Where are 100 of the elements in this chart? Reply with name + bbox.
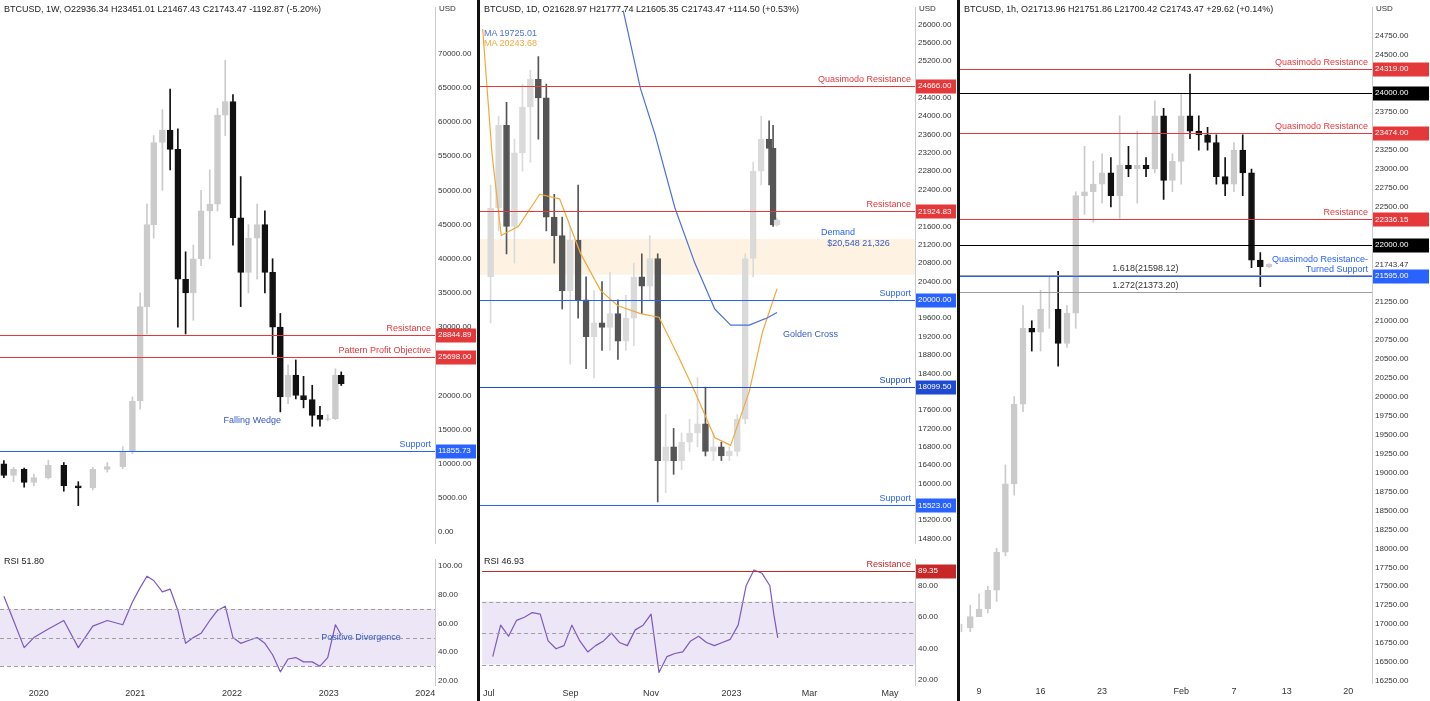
y-tick-label: 16750.00 — [1375, 638, 1409, 648]
y-tick-label: 35000.00 — [438, 288, 472, 298]
y-tick-label: 17250.00 — [1375, 600, 1409, 610]
y-tick-label: 18800.00 — [918, 350, 952, 360]
ref-line-label: Support — [879, 493, 912, 504]
y-tick-label: 40.00 — [918, 643, 939, 653]
x-tick-label: 20 — [1343, 685, 1354, 696]
candlestick — [253, 203, 261, 280]
annotation: Golden Cross — [783, 328, 839, 339]
x-tick-label: Mar — [801, 687, 818, 698]
y-tick-label: 19500.00 — [1375, 429, 1409, 439]
y-tick-label: 16500.00 — [1375, 657, 1409, 667]
y-tick-label: 21924.83 — [918, 206, 952, 216]
y-tick-label: 17200.00 — [918, 423, 952, 433]
ref-line-label: Quasimodo Resistance — [817, 74, 911, 85]
x-tick-label: 2024 — [415, 687, 436, 698]
y-tick-label: 30000.00 — [438, 322, 472, 332]
y-tick-label: 22800.00 — [918, 166, 952, 176]
chart-title: BTCUSD, 1D, O21628.97 H21777.74 L21605.35 C21743.47 +114.50 (+0.53%) — [484, 4, 800, 14]
y-tick-label: 24319.00 — [1375, 64, 1409, 74]
y-tick-label: 19000.00 — [1375, 467, 1409, 477]
y-tick-label: 55000.00 — [438, 151, 472, 161]
y-tick-label: 15200.00 — [918, 515, 952, 525]
y-tick-label: 21000.00 — [1375, 315, 1409, 325]
y-tick-label: 65000.00 — [438, 83, 472, 93]
ref-line-label: Quasimodo Resistance-Turned Support — [1271, 254, 1369, 275]
y-tick-label: 80.00 — [918, 580, 939, 590]
y-axis-title: USD — [439, 4, 457, 13]
y-tick-label: 25600.00 — [918, 37, 952, 47]
y-tick-label: 19600.00 — [918, 313, 952, 323]
annotation: $20,548 21,326 — [827, 237, 890, 248]
candlestick — [1028, 320, 1036, 352]
y-tick-label: 18400.00 — [918, 368, 952, 378]
ref-line-label: 1.272(21373.20) — [1112, 280, 1179, 291]
ref-line-label: Quasimodo Resistance — [1274, 121, 1368, 132]
ref-line-label: Support — [399, 439, 432, 450]
y-tick-label: 20000.00 — [1375, 391, 1409, 401]
y-tick-label: 16800.00 — [918, 441, 952, 451]
y-tick-label: 17600.00 — [918, 405, 952, 415]
ref-line-label: Resistance — [386, 323, 431, 334]
y-tick-label: 60.00 — [918, 612, 939, 622]
x-tick-label: 23 — [1097, 685, 1108, 696]
y-tick-label: 17500.00 — [1375, 581, 1409, 591]
y-tick-label: 16250.00 — [1375, 676, 1409, 686]
x-tick-label: 2023 — [318, 687, 339, 698]
y-tick-label: 23474.00 — [1375, 128, 1409, 138]
annotation: Falling Wedge — [223, 414, 281, 425]
y-tick-label: 25698.00 — [438, 351, 472, 361]
y-tick-label: 18000.00 — [1375, 543, 1409, 553]
chart-title: BTCUSD, 1h, O21713.96 H21751.86 L21700.42 C21743.47 +29.62 (+0.14%) — [964, 4, 1274, 14]
y-tick-label: 16000.00 — [918, 478, 952, 488]
y-tick-label: 20250.00 — [1375, 372, 1409, 382]
y-tick-label: 40000.00 — [438, 253, 472, 263]
y-tick-label: 17000.00 — [1375, 619, 1409, 629]
y-tick-label: 14800.00 — [918, 533, 952, 543]
y-tick-label: 15523.00 — [918, 500, 952, 510]
series-label: MA 20243.68 — [484, 38, 538, 48]
x-tick-label: 2020 — [28, 687, 49, 698]
candlestick — [662, 414, 669, 494]
y-tick-label: 40.00 — [438, 647, 459, 657]
y-tick-label: 26000.00 — [918, 19, 952, 29]
chart-title: RSI 46.93 — [484, 556, 525, 566]
text: MA 19725.01 — [484, 28, 538, 38]
y-tick-label: 23200.00 — [918, 148, 952, 158]
y-axis-title: USD — [1376, 4, 1394, 13]
y-tick-label: 21743.47 — [1375, 259, 1409, 269]
y-tick-label: 24000.00 — [918, 111, 952, 121]
candlestick — [74, 481, 82, 506]
annotation: Positive Divergence — [321, 631, 401, 642]
y-tick-label: 23750.00 — [1375, 107, 1409, 117]
candlestick — [598, 281, 606, 351]
ref-line-label: Support — [879, 375, 912, 386]
ref-line-label: Quasimodo Resistance — [1274, 57, 1368, 68]
x-tick-label: Sep — [562, 687, 579, 698]
candlestick — [606, 271, 614, 351]
band-label: Demand — [820, 226, 855, 237]
candlestick — [1221, 157, 1229, 196]
ref-line-label: 1.618(21598.12) — [1112, 263, 1179, 274]
y-tick-label: 23600.00 — [918, 129, 952, 139]
y-tick-label: 18250.00 — [1375, 524, 1409, 534]
y-tick-label: 25200.00 — [918, 56, 952, 66]
x-tick-label: 7 — [1231, 685, 1237, 696]
y-tick-label: 60000.00 — [438, 117, 472, 127]
candlestick — [1089, 161, 1097, 223]
y-tick-label: 70000.00 — [438, 48, 472, 58]
y-tick-label: 60.00 — [438, 618, 459, 628]
y-tick-label: 24750.00 — [1375, 31, 1409, 41]
x-tick-label: Jul — [482, 687, 495, 698]
y-tick-label: 22000.00 — [1375, 240, 1409, 250]
y-tick-label: 100.00 — [438, 561, 464, 571]
x-tick-label: 2022 — [221, 687, 243, 698]
y-tick-label: 19750.00 — [1375, 410, 1409, 420]
candlestick — [316, 406, 324, 427]
candlestick — [1133, 130, 1141, 204]
chart-title: BTCUSD, 1W, O22936.34 H23451.01 L21467.43 C21743.47 -1192.87 (-5.20%) — [4, 4, 322, 14]
x-tick-label: 13 — [1281, 685, 1292, 696]
y-tick-label: 24000.00 — [1375, 88, 1409, 98]
y-tick-label: 20.00 — [918, 675, 939, 685]
y-tick-label: 22400.00 — [918, 184, 952, 194]
candlestick — [638, 253, 646, 314]
